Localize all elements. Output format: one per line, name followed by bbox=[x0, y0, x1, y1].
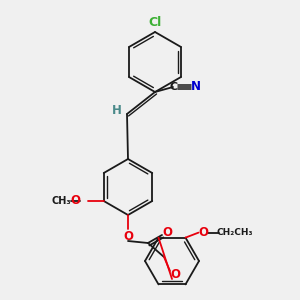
Text: CH₃: CH₃ bbox=[52, 196, 72, 206]
Text: O: O bbox=[162, 226, 172, 239]
Text: N: N bbox=[191, 80, 201, 94]
Text: C: C bbox=[170, 82, 178, 92]
Text: O: O bbox=[123, 230, 133, 242]
Text: H: H bbox=[112, 104, 122, 118]
Text: Cl: Cl bbox=[148, 16, 162, 28]
Text: CH₂CH₃: CH₂CH₃ bbox=[216, 228, 253, 237]
Text: O: O bbox=[71, 194, 81, 208]
Text: O: O bbox=[199, 226, 208, 239]
Text: O: O bbox=[170, 268, 180, 281]
